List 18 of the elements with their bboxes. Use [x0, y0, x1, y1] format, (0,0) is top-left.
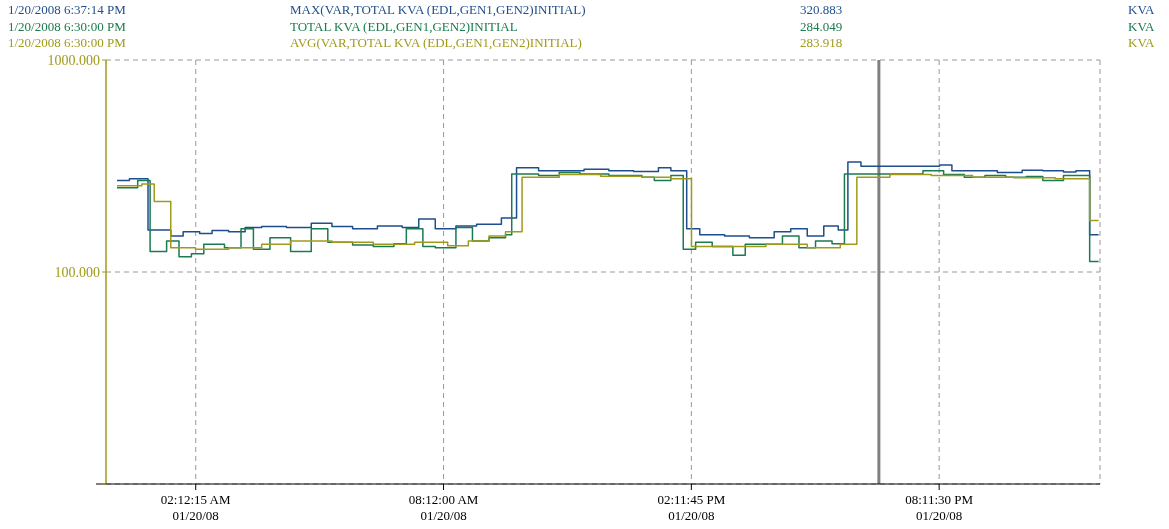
text: 320.883: [800, 2, 843, 17]
text: KVA: [1128, 35, 1156, 50]
text: TOTAL KVA (EDL,GEN1,GEN2)INITIAL: [290, 18, 518, 34]
x-tick-label: 02:11:45 PM 01/20/08: [657, 492, 726, 523]
x-tick-label: 02:12:15 AM 01/20/08: [160, 492, 232, 523]
text: KVA: [1128, 18, 1156, 34]
y-tick-label: 1000.000: [47, 53, 100, 68]
y-tick-label: 100.000: [54, 265, 100, 280]
x-tick-label: 08:12:00 AM 01/20/08: [408, 492, 479, 523]
x-tick-label: 08:11:30 PM 01/20/08: [905, 492, 974, 523]
text: 1/20/2008 6:30:00 PM: [8, 18, 127, 34]
text: KVA: [1128, 2, 1156, 17]
text: 1/20/2008 6:30:00 PM: [8, 35, 127, 50]
text: MAX(VAR,TOTAL KVA (EDL,GEN1,GEN2)INITIAL): [290, 2, 586, 17]
text: AVG(VAR,TOTAL KVA (EDL,GEN1,GEN2)INITIAL): [290, 35, 582, 50]
text: 284.049: [800, 18, 843, 34]
text: 1/20/2008 6:37:14 PM: [8, 2, 127, 17]
text: 283.918: [800, 35, 843, 50]
